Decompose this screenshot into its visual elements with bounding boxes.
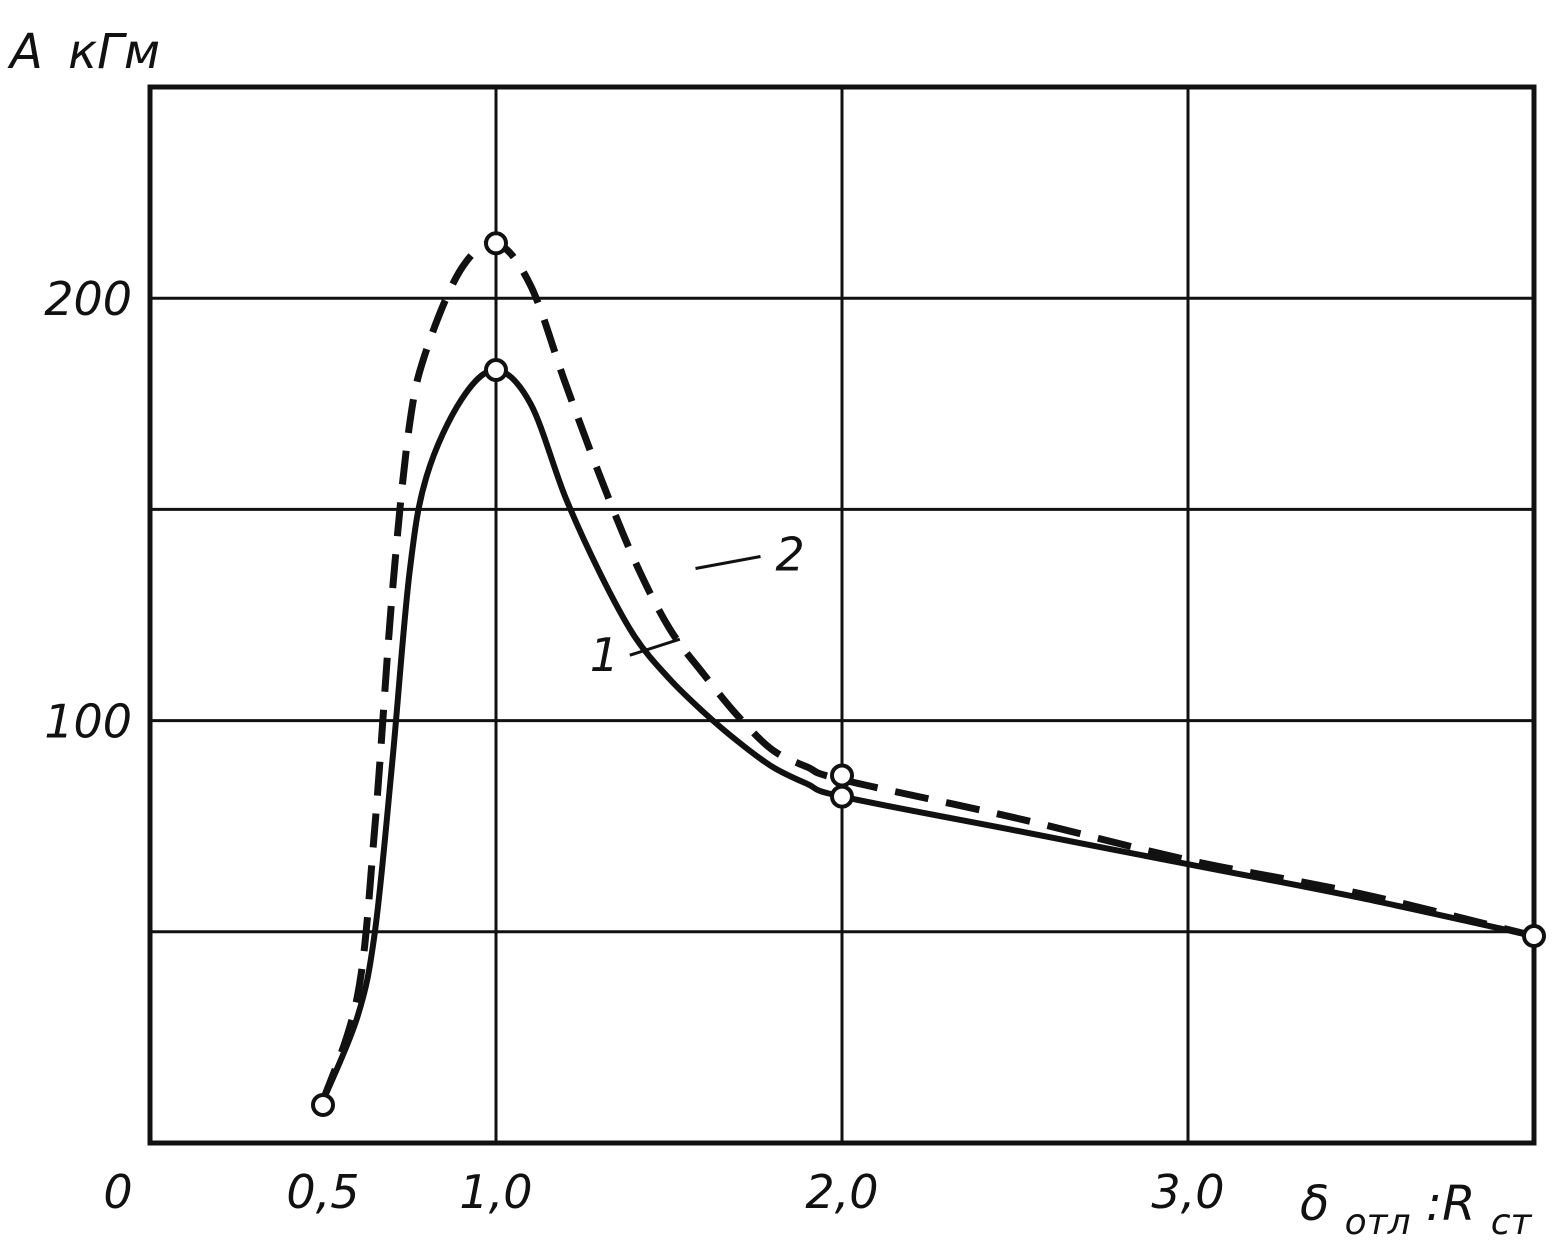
x-tick-label-1: 1,0 xyxy=(459,1165,532,1219)
tick-layer: 0,5 1,0 2,0 3,0 100 200 xyxy=(44,272,1224,1219)
x-axis-subscript-1: отл xyxy=(1345,1202,1411,1243)
label-layer: 12 xyxy=(590,528,805,683)
series-2-marker-0 xyxy=(484,231,508,256)
series-1-marker-2 xyxy=(830,784,854,809)
series-layer xyxy=(319,239,1535,1102)
x-axis-symbol: δ xyxy=(1300,1176,1329,1232)
marker-layer xyxy=(311,231,1546,1117)
x-tick-label-3: 3,0 xyxy=(1151,1165,1224,1219)
series-2-leader-line xyxy=(695,555,761,571)
y-tick-label-1: 200 xyxy=(44,272,132,326)
y-tick-label-0: 100 xyxy=(44,695,132,749)
series-2-marker-1 xyxy=(830,763,854,788)
y-axis-unit: кГм xyxy=(68,24,160,80)
x-tick-label-2: 2,0 xyxy=(805,1165,878,1219)
x-axis-separator: :R xyxy=(1426,1176,1476,1232)
series-2-label: 2 xyxy=(776,528,805,582)
y-axis-symbol: A xyxy=(7,24,43,80)
series-1-label: 1 xyxy=(590,628,619,682)
series-1-marker-1 xyxy=(484,358,508,383)
series-1-marker-3 xyxy=(1522,924,1546,949)
plot-frame xyxy=(147,84,1537,1146)
series-line-1 xyxy=(320,367,1535,1102)
series-1-marker-0 xyxy=(311,1092,335,1117)
x-tick-label-0: 0,5 xyxy=(286,1165,359,1219)
x-axis-title: δ отл :R ст xyxy=(1300,1176,1533,1246)
y-axis-title: A кГм xyxy=(7,24,160,80)
series-1-leader-line xyxy=(629,637,681,657)
x-axis-subscript-2: ст xyxy=(1491,1202,1533,1243)
origin-label: 0 xyxy=(103,1165,132,1219)
series-line-2 xyxy=(319,239,1535,1102)
